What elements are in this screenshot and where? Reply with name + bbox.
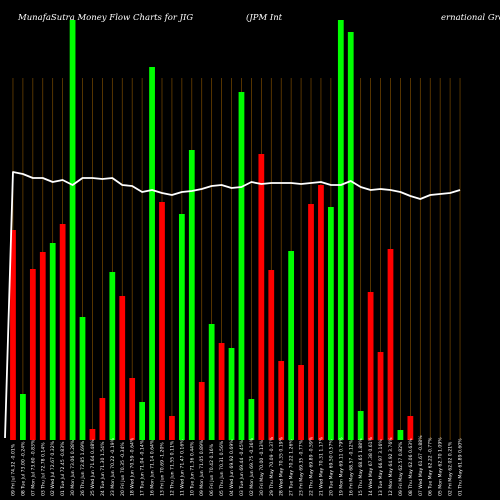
price-line <box>4 171 461 439</box>
x-tick-label: 05 Mon May 62.70 1.09% <box>438 437 444 496</box>
x-tick-label: 02 Mon Jun 69.75 -0.36% <box>249 437 255 496</box>
money-flow-bar <box>159 202 165 440</box>
x-tick-label: 23 Fri May 69.35 -0.77% <box>299 439 305 496</box>
x-tick-label: 24 Tue Jun 71.30 1.54% <box>100 441 106 496</box>
x-tick-label: 29 Thu May 70.09 -0.37% <box>269 436 275 496</box>
x-tick-label: 18 Wed Jun 70.59 -0.64% <box>130 437 136 496</box>
x-tick-label: 07 Wed May 61.67 -0.88% <box>418 435 424 496</box>
x-tick-label: 02 Fri May 62.02 0.21% <box>448 441 454 496</box>
money-flow-bar <box>89 429 96 440</box>
money-flow-bar <box>347 32 354 440</box>
money-flow-bar <box>149 67 155 440</box>
x-tick-label: 04 Wed Jun 69.92 0.69% <box>229 439 235 496</box>
chart-title-right: ernational Growth ETF) <box>441 12 500 23</box>
money-flow-bar <box>178 214 185 440</box>
money-flow-bar <box>129 378 136 440</box>
money-flow-bar <box>318 185 324 440</box>
money-flow-bar <box>208 324 215 440</box>
chart-title-middle: (JPM Int <box>246 12 283 23</box>
x-tick-label: 19 Mon May 69.11 0.79% <box>338 437 344 496</box>
x-tick-label: 25 Wed Jun 71.64 0.48% <box>90 439 96 496</box>
money-flow-bar <box>198 382 205 440</box>
money-flow-bar <box>407 416 414 440</box>
x-tick-label: 01 Thu May 61.89 0.60% <box>458 438 464 496</box>
bar-series <box>10 20 414 440</box>
money-flow-bar <box>188 150 195 440</box>
money-flow-bar <box>228 348 235 440</box>
money-flow-bar <box>367 292 374 440</box>
money-flow-bar <box>337 20 344 440</box>
money-flow-bar <box>69 20 76 440</box>
money-flow-bar <box>278 361 285 440</box>
money-flow-bar <box>39 252 46 440</box>
x-tick-label: 20 Fri Jun 70.35 -0.34% <box>120 442 126 496</box>
x-tick-label: 10 Tue Jun 71.36 0.44% <box>189 441 195 496</box>
money-flow-bar <box>258 154 265 440</box>
x-tick-label: 30 Fri May 70.00 -0.13% <box>259 439 265 496</box>
x-tick-label: 21 Wed May 70.31 1.17% <box>318 436 324 496</box>
x-tick-label: 22 Thu May 69.89 -0.59% <box>309 436 315 496</box>
x-tick-label: 16 Mon Jun 71.14 0.64% <box>150 439 156 496</box>
x-tick-label: 09 Mon Jun 71.05 0.89% <box>199 439 205 496</box>
x-tick-label: 09 Fri May 62.57 0.82% <box>398 441 404 496</box>
money-flow-bar <box>79 317 86 440</box>
money-flow-bar <box>248 399 255 440</box>
money-flow-bar <box>238 92 245 440</box>
money-flow-bar <box>308 204 314 440</box>
x-tick-label: 26 Thu Jun 72.85 1.69% <box>80 440 86 496</box>
x-tick-label: 12 Mon May 64.92 3.76% <box>388 437 394 496</box>
money-flow-bar <box>397 430 404 440</box>
x-tick-labels: 09 Fri Jul 74.32 -0.01% 08 Tue Jul 73.00 … <box>10 435 463 496</box>
money-flow-bar <box>119 296 126 440</box>
money-flow-bar <box>109 272 116 440</box>
money-flow-bar <box>298 365 304 440</box>
x-tick-label: 28 Wed May 70.35 0.19% <box>279 436 285 496</box>
money-flow-bar <box>357 411 364 440</box>
money-flow-bar <box>387 249 394 440</box>
x-tick-label: 16 Fri May 68.57 -0.12% <box>348 439 354 496</box>
money-flow-bar <box>377 352 384 440</box>
x-tick-label: 01 Tue Jul 72.45 -0.83% <box>60 441 66 496</box>
money-flow-bar <box>218 343 225 440</box>
x-tick-label: 20 Tue May 69.50 0.57% <box>328 439 334 496</box>
x-tick-label: 11 Wed Jun 71.47 0.16% <box>179 439 185 496</box>
money-flow-bar <box>99 398 106 440</box>
money-flow-bar <box>49 243 56 440</box>
chart-title-left: MunafaSutra Money Flow Charts for JIG <box>17 13 193 23</box>
x-tick-label: 30 Mon Jun 73.06 0.28% <box>70 439 76 496</box>
money-flow-bar <box>139 402 146 440</box>
x-tick-label: 06 Tue May 62.22 -0.77% <box>428 437 434 496</box>
x-tick-label: 17 Tue Jun 71.04 -0.14% <box>140 439 146 496</box>
x-tick-label: 05 Thu Jun 70.31 0.56% <box>219 440 225 496</box>
money-flow-bar <box>268 270 275 440</box>
money-flow-bar <box>288 251 295 440</box>
x-tick-label: 13 Tue May 66.97 3.16% <box>378 439 384 496</box>
x-tick-label: 13 Fri Jun 70.69 -1.20% <box>159 442 165 496</box>
x-tick-label: 15 Thu May 68.65 1.88% <box>358 438 364 496</box>
x-tick-label: 14 Wed May 67.38 0.61% <box>368 436 374 496</box>
x-tick-label: 07 Mon Jul 73.60 -0.83% <box>30 439 36 496</box>
x-tick-label: 06 Fri Jun 70.42 0.16% <box>209 443 215 496</box>
x-tick-label: 08 Tue Jul 73.00 -0.24% <box>20 441 26 496</box>
x-tick-label: 03 Thu Jul 72.78 0.14% <box>40 442 46 496</box>
x-tick-label: 23 Mon Jun 70.22 -0.19% <box>110 437 116 496</box>
x-tick-label: 09 Fri Jul 74.32 -0.01% <box>10 443 16 496</box>
x-tick-label: 03 Tue Jun 69.44 -0.45% <box>239 439 245 496</box>
x-tick-label: 27 Tue May 70.22 1.26% <box>289 439 295 496</box>
x-tick-label: 02 Wed Jul 72.67 0.32% <box>50 440 56 496</box>
money-flow-bar <box>20 394 26 440</box>
money-flow-bar <box>59 224 66 440</box>
money-flow-bar <box>29 269 36 440</box>
money-flow-bar <box>169 416 175 440</box>
x-tick-label: 12 Thu Jun 71.55 0.11% <box>169 440 175 496</box>
price-line-layer <box>4 171 461 439</box>
x-tick-label: 08 Thu May 62.06 0.63% <box>408 438 414 496</box>
money-flow-bar <box>10 230 16 440</box>
money-flow-bar <box>327 207 334 440</box>
